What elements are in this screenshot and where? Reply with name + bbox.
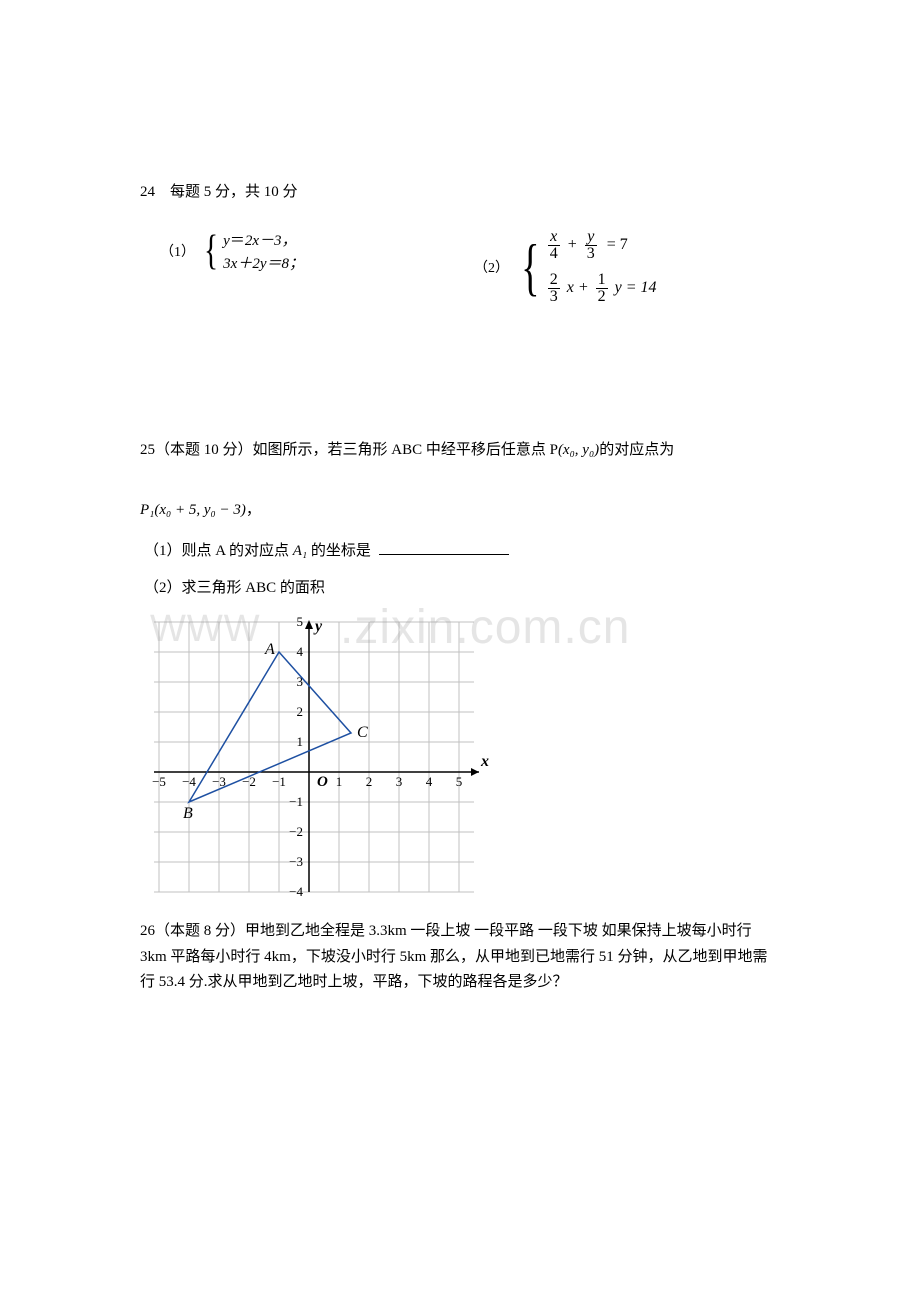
q24-equations: （1） { y＝2x－3， 3x＋2y＝8； （2） { x4 + — [140, 229, 780, 305]
q25-p1-label: P₁ — [140, 502, 154, 518]
q24-eq2: （2） { x4 + y3 = 7 23 x + 12 y = 14 — [474, 229, 657, 305]
svg-text:5: 5 — [456, 774, 463, 789]
eq2-l2-f2d: 2 — [596, 289, 608, 305]
brace-icon: { — [521, 235, 539, 299]
q24-eq1: （1） { y＝2x－3， 3x＋2y＝8； — [160, 229, 304, 273]
answer-blank — [379, 554, 509, 555]
q26-statement: 26（本题 8 分）甲地到乙地全程是 3.3km 一段上坡 一段平路 一段下坡 … — [140, 919, 780, 996]
eq1-line1-eq: ＝ — [230, 233, 245, 249]
svg-text:C: C — [357, 724, 368, 741]
q25-sub1-post: 的坐标是 — [311, 543, 371, 559]
eq2-number: （2） — [474, 257, 509, 277]
eq1-number: （1） — [160, 241, 195, 261]
eq2-l1-f2d: 3 — [585, 246, 597, 262]
q25-a1-label: A₁ — [293, 543, 307, 559]
svg-text:2: 2 — [366, 774, 373, 789]
q24-header: 24 每题 5 分，共 10 分 — [140, 180, 780, 201]
svg-text:O: O — [317, 774, 328, 790]
svg-text:3: 3 — [396, 774, 403, 789]
svg-text:2: 2 — [297, 704, 304, 719]
eq2-l2-f1d: 3 — [548, 289, 560, 305]
page-content: 24 每题 5 分，共 10 分 （1） { y＝2x－3， 3x＋2y＝8； … — [0, 0, 920, 1036]
q25-statement: 25（本题 10 分）如图所示，若三角形 ABC 中经平移后任意点 P(x₀, … — [140, 435, 780, 525]
eq2-l2-f2n: 1 — [596, 272, 608, 288]
eq1-line1-lhs: y — [223, 233, 230, 249]
eq2-l1-f2n: y — [585, 229, 596, 245]
svg-text:B: B — [183, 805, 193, 822]
svg-text:4: 4 — [297, 644, 304, 659]
svg-text:−1: −1 — [272, 774, 286, 789]
svg-text:4: 4 — [426, 774, 433, 789]
q25-p-coords: (x₀, y₀) — [558, 442, 599, 458]
coordinate-chart: −5−4−3−2−11234512345−1−2−3−4OxyABC — [144, 617, 489, 902]
brace-icon: { — [204, 230, 218, 272]
q25-sub1-pre: （1）则点 A 的对应点 — [144, 543, 289, 559]
eq2-l1-f1n: x — [548, 229, 559, 245]
eq1-line1-rhs: 2x－3， — [245, 233, 297, 249]
q25-post: 的对应点为 — [599, 442, 674, 458]
svg-text:x: x — [480, 753, 489, 770]
eq1-line2: 3x＋2y＝8； — [223, 252, 304, 273]
svg-text:1: 1 — [297, 734, 304, 749]
q25-p1-coords: (x₀ + 5, y₀ − 3) — [154, 502, 245, 518]
svg-text:−1: −1 — [289, 794, 303, 809]
svg-text:y: y — [313, 618, 323, 635]
eq2-l1-eq: = 7 — [601, 236, 628, 253]
svg-text:−4: −4 — [289, 884, 303, 899]
svg-text:−2: −2 — [289, 824, 303, 839]
q25-comma: ， — [246, 502, 261, 518]
eq2-l1-f1d: 4 — [548, 246, 560, 262]
svg-text:−3: −3 — [289, 854, 303, 869]
eq2-l2-y: y = 14 — [612, 279, 657, 296]
eq2-l2-x: x + — [564, 279, 592, 296]
svg-text:−5: −5 — [152, 774, 166, 789]
eq2-l1-plus: + — [564, 236, 581, 253]
q25-sub2: （2）求三角形 ABC 的面积 — [140, 576, 780, 597]
svg-text:5: 5 — [297, 617, 304, 629]
svg-text:A: A — [264, 641, 275, 658]
svg-text:1: 1 — [336, 774, 343, 789]
svg-text:−4: −4 — [182, 774, 196, 789]
q25-sub1: （1）则点 A 的对应点 A₁ 的坐标是 — [140, 539, 780, 560]
q25-pre: 25（本题 10 分）如图所示，若三角形 ABC 中经平移后任意点 P — [140, 442, 558, 458]
eq2-l2-f1n: 2 — [548, 272, 560, 288]
